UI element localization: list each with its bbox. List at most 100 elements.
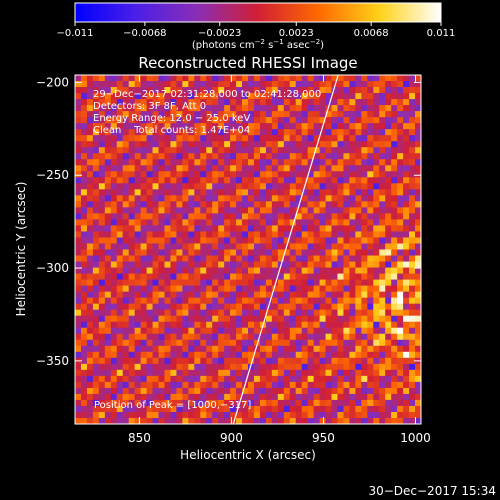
heatmap-cell <box>313 285 320 293</box>
heatmap-cell <box>277 105 285 112</box>
colorbar-ticks: −0.011 −0.0068 −0.0023 0.0023 0.0068 0.011 <box>56 22 455 39</box>
heatmap-cell <box>403 393 410 401</box>
heatmap-cell <box>295 225 303 232</box>
heatmap-cell <box>116 387 124 395</box>
heatmap-cell <box>236 285 243 293</box>
heatmap-cell <box>259 357 267 365</box>
heatmap-cell <box>128 237 136 244</box>
heatmap-cell <box>242 219 249 226</box>
heatmap-cell <box>98 219 106 226</box>
heatmap-cell <box>325 141 332 148</box>
heatmap-cell <box>307 285 315 293</box>
heatmap-cell <box>212 267 219 274</box>
heatmap-cell <box>343 135 350 142</box>
heatmap-cell <box>140 333 147 341</box>
heatmap-cell <box>265 327 273 335</box>
heatmap-cell <box>164 201 171 208</box>
heatmap-cell <box>98 93 106 100</box>
heatmap-cell <box>301 309 309 317</box>
heatmap-cell <box>248 309 255 317</box>
heatmap-cell <box>134 345 142 353</box>
heatmap-cell <box>248 405 255 413</box>
heatmap-cell <box>230 117 237 124</box>
heatmap-cell <box>265 285 273 293</box>
heatmap-cell <box>283 213 291 220</box>
heatmap-cell <box>242 189 249 196</box>
heatmap-cell <box>110 411 118 419</box>
heatmap-cell <box>361 387 368 395</box>
heatmap-cell <box>325 171 332 178</box>
heatmap-cell <box>379 315 386 323</box>
heatmap-cell <box>188 267 195 274</box>
heatmap-cell <box>373 405 380 413</box>
heatmap-cell <box>307 141 315 148</box>
heatmap-cell <box>242 243 249 250</box>
heatmap-cell <box>379 99 386 106</box>
heatmap-cell <box>92 159 100 166</box>
heatmap-cell <box>224 141 231 148</box>
heatmap-cell <box>158 369 165 377</box>
heatmap-cell <box>122 117 130 124</box>
heatmap-cell <box>110 345 118 353</box>
heatmap-cell <box>349 273 356 280</box>
heatmap-cell <box>397 261 404 268</box>
heatmap-cell <box>134 393 142 401</box>
heatmap-cell <box>331 369 338 377</box>
heatmap-cell <box>325 357 332 365</box>
heatmap-cell <box>289 261 297 268</box>
heatmap-cell <box>158 93 165 100</box>
heatmap-cell <box>236 147 243 154</box>
heatmap-cell <box>170 153 177 160</box>
heatmap-cell <box>331 333 338 341</box>
heatmap-cell <box>283 321 291 329</box>
heatmap-cell <box>218 117 225 124</box>
heatmap-cell <box>158 111 165 118</box>
heatmap-cell <box>367 339 374 347</box>
heatmap-cell <box>277 417 285 424</box>
heatmap-cell <box>75 117 82 124</box>
heatmap-cell <box>122 297 130 305</box>
heatmap-cell <box>75 399 82 407</box>
heatmap-cell <box>80 333 88 341</box>
heatmap-cell <box>361 159 368 166</box>
heatmap-cell <box>152 369 159 377</box>
heatmap-cell <box>337 129 344 136</box>
heatmap-cell <box>337 123 344 130</box>
heatmap-cell <box>361 285 368 293</box>
heatmap-cell <box>403 81 410 88</box>
heatmap-cell <box>319 81 326 88</box>
heatmap-cell <box>337 93 344 100</box>
heatmap-cell <box>128 87 136 94</box>
heatmap-cell <box>242 171 249 178</box>
heatmap-cell <box>158 207 165 214</box>
heatmap-cell <box>367 231 374 238</box>
heatmap-cell <box>391 273 398 280</box>
heatmap-cell <box>325 291 332 299</box>
heatmap-cell <box>253 129 261 136</box>
heatmap-cell <box>230 153 237 160</box>
heatmap-cell <box>271 237 279 244</box>
heatmap-cell <box>98 237 106 244</box>
heatmap-cell <box>367 255 374 262</box>
heatmap-cell <box>98 135 106 142</box>
heatmap-cell <box>391 363 398 371</box>
heatmap-cell <box>313 363 320 371</box>
heatmap-cell <box>92 111 100 118</box>
heatmap-cell <box>194 201 201 208</box>
heatmap-cell <box>367 117 374 124</box>
heatmap-cell <box>343 243 350 250</box>
heatmap-cell <box>331 231 338 238</box>
heatmap-cell <box>86 273 94 280</box>
heatmap-cell <box>295 351 303 359</box>
heatmap-cell <box>242 327 249 335</box>
heatmap-cell <box>236 345 243 353</box>
heatmap-cell <box>355 93 362 100</box>
heatmap-cell <box>212 219 219 226</box>
heatmap-cell <box>230 237 237 244</box>
heatmap-cell <box>212 87 219 94</box>
heatmap-cell <box>259 327 267 335</box>
heatmap-cell <box>331 327 338 335</box>
heatmap-cell <box>98 201 106 208</box>
heatmap-cell <box>355 393 362 401</box>
heatmap-cell <box>104 375 112 383</box>
